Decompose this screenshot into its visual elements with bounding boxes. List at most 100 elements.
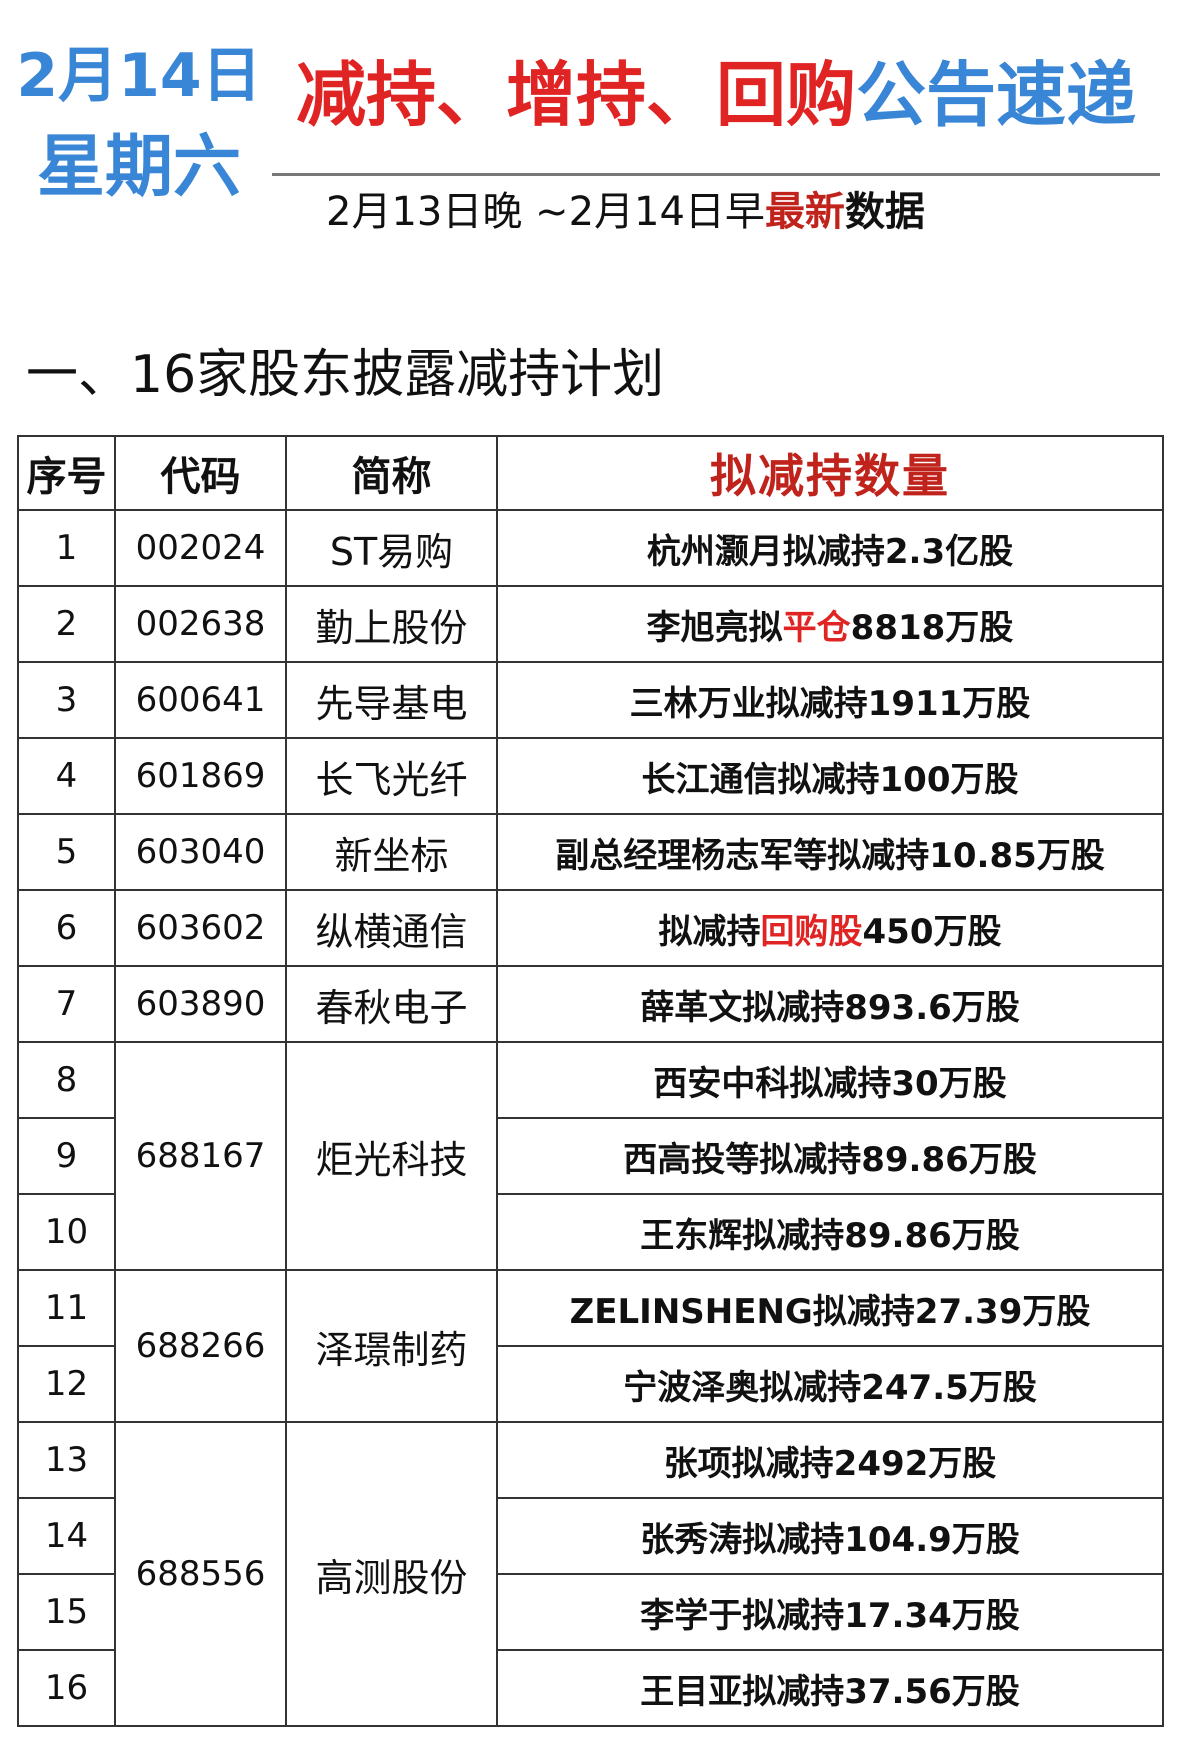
cell-name: 长飞光纤 (285, 737, 498, 815)
title-red: 减持、增持、回购 (296, 54, 856, 136)
table-row: 12 宁波泽奥拟减持247.5万股 (17, 1345, 1164, 1423)
plan-highlight: 平仓 (782, 607, 851, 648)
cell-seq: 14 (17, 1497, 116, 1575)
cell-seq: 11 (17, 1269, 116, 1347)
table-row: 5 603040 新坐标 副总经理杨志军等拟减持10.85万股 (17, 813, 1164, 891)
subtitle: 2月13日晚 ~2月14日早最新数据 (326, 186, 1156, 238)
plan-text: 西安中科拟减持30万股 (653, 1063, 1007, 1104)
cell-seq: 2 (17, 585, 116, 663)
cell-code: 603890 (114, 965, 287, 1043)
plan-text: 李旭亮拟 (646, 607, 783, 648)
cell-seq: 8 (17, 1041, 116, 1119)
cell-name: 高测股份 (285, 1421, 498, 1727)
table-row: 7 603890 春秋电子 薛革文拟减持893.6万股 (17, 965, 1164, 1043)
plan-highlight: 回购股 (760, 911, 863, 952)
plan-text: 副总经理杨志军等拟减持10.85万股 (555, 835, 1105, 876)
cell-code: 688167 (114, 1041, 287, 1271)
table-row: 13 688556 高测股份 张项拟减持2492万股 (17, 1421, 1164, 1727)
cell-plan: 薛革文拟减持893.6万股 (496, 965, 1164, 1043)
cell-seq: 15 (17, 1573, 116, 1651)
cell-plan: 西高投等拟减持89.86万股 (496, 1117, 1164, 1195)
cell-code: 002638 (114, 585, 287, 663)
plan-text: 三林万业拟减持1911万股 (629, 683, 1031, 724)
table-header-row: 序号 代码 简称 拟减持数量 (17, 435, 1164, 511)
cell-seq: 16 (17, 1649, 116, 1727)
cell-plan: 副总经理杨志军等拟减持10.85万股 (496, 813, 1164, 891)
table-row: 4 601869 长飞光纤 长江通信拟减持100万股 (17, 737, 1164, 815)
plan-text: 拟减持 (658, 911, 761, 952)
cell-code: 603602 (114, 889, 287, 967)
table-row: 14 张秀涛拟减持104.9万股 (17, 1497, 1164, 1575)
cell-plan: 三林万业拟减持1911万股 (496, 661, 1164, 739)
title-blue: 公告速递 (856, 54, 1136, 136)
date-text: 2月14日 (16, 41, 262, 111)
header-code: 代码 (114, 435, 287, 511)
cell-name: 纵横通信 (285, 889, 498, 967)
section-title: 一、16家股东披露减持计划 (26, 345, 665, 405)
cell-seq: 4 (17, 737, 116, 815)
plan-text: 张秀涛拟减持104.9万股 (640, 1519, 1020, 1560)
cell-code: 603040 (114, 813, 287, 891)
table-row: 16 王目亚拟减持37.56万股 (17, 1649, 1164, 1727)
cell-seq: 6 (17, 889, 116, 967)
cell-name: 新坐标 (285, 813, 498, 891)
subtitle-suffix: 数据 (844, 189, 925, 235)
cell-name: 先导基电 (285, 661, 498, 739)
cell-code: 688266 (114, 1269, 287, 1423)
cell-code: 601869 (114, 737, 287, 815)
reduction-table: 序号 代码 简称 拟减持数量 1 002024 ST易购 杭州灏月拟减持2.3亿股 2 0… (17, 435, 1164, 1727)
plan-text: 宁波泽奥拟减持247.5万股 (623, 1367, 1037, 1408)
cell-seq: 1 (17, 509, 116, 587)
cell-plan: 西安中科拟减持30万股 (496, 1041, 1164, 1119)
cell-plan: 李学于拟减持17.34万股 (496, 1573, 1164, 1651)
plan-text: 王目亚拟减持37.56万股 (640, 1671, 1020, 1712)
date-badge: 2月14日 星期六 (14, 34, 264, 218)
plan-text: 杭州灏月拟减持2.3亿股 (646, 531, 1014, 572)
table-row: 3 600641 先导基电 三林万业拟减持1911万股 (17, 661, 1164, 739)
cell-name: ST易购 (285, 509, 498, 587)
plan-text: 西高投等拟减持89.86万股 (623, 1139, 1037, 1180)
cell-seq: 12 (17, 1345, 116, 1423)
cell-code: 600641 (114, 661, 287, 739)
cell-plan: 张项拟减持2492万股 (496, 1421, 1164, 1499)
table-row: 11 688266 泽璟制药 ZELINSHENG拟减持27.39万股 (17, 1269, 1164, 1423)
cell-plan: 长江通信拟减持100万股 (496, 737, 1164, 815)
plan-text: 8818万股 (850, 607, 1014, 648)
cell-plan: 杭州灏月拟减持2.3亿股 (496, 509, 1164, 587)
cell-seq: 9 (17, 1117, 116, 1195)
plan-text: ZELINSHENG拟减持27.39万股 (569, 1291, 1091, 1332)
header-plan: 拟减持数量 (496, 435, 1164, 511)
cell-plan: 张秀涛拟减持104.9万股 (496, 1497, 1164, 1575)
cell-seq: 5 (17, 813, 116, 891)
cell-seq: 10 (17, 1193, 116, 1271)
cell-code: 002024 (114, 509, 287, 587)
cell-plan: 王目亚拟减持37.56万股 (496, 1649, 1164, 1727)
cell-name: 泽璟制药 (285, 1269, 498, 1423)
cell-seq: 3 (17, 661, 116, 739)
table-row: 10 王东辉拟减持89.86万股 (17, 1193, 1164, 1271)
subtitle-range: 2月13日晚 ~2月14日早 (326, 189, 765, 235)
header-seq: 序号 (17, 435, 116, 511)
plan-text: 薛革文拟减持893.6万股 (640, 987, 1020, 1028)
table-row: 1 002024 ST易购 杭州灏月拟减持2.3亿股 (17, 509, 1164, 587)
divider (272, 173, 1160, 176)
table-row: 8 688167 炬光科技 西安中科拟减持30万股 (17, 1041, 1164, 1271)
plan-text: 李学于拟减持17.34万股 (640, 1595, 1020, 1636)
cell-plan: 李旭亮拟平仓8818万股 (496, 585, 1164, 663)
cell-plan: 拟减持回购股450万股 (496, 889, 1164, 967)
cell-name: 炬光科技 (285, 1041, 498, 1271)
plan-text: 王东辉拟减持89.86万股 (640, 1215, 1020, 1256)
plan-text: 长江通信拟减持100万股 (641, 759, 1019, 800)
cell-plan: 宁波泽奥拟减持247.5万股 (496, 1345, 1164, 1423)
plan-text: 张项拟减持2492万股 (663, 1443, 997, 1484)
table-row: 6 603602 纵横通信 拟减持回购股450万股 (17, 889, 1164, 967)
cell-seq: 7 (17, 965, 116, 1043)
cell-seq: 13 (17, 1421, 116, 1499)
subtitle-highlight: 最新 (764, 189, 845, 235)
cell-code: 688556 (114, 1421, 287, 1727)
cell-plan: 王东辉拟减持89.86万股 (496, 1193, 1164, 1271)
weekday-text: 星期六 (36, 128, 241, 207)
table-row: 15 李学于拟减持17.34万股 (17, 1573, 1164, 1651)
cell-name: 勤上股份 (285, 585, 498, 663)
table-row: 9 西高投等拟减持89.86万股 (17, 1117, 1164, 1195)
